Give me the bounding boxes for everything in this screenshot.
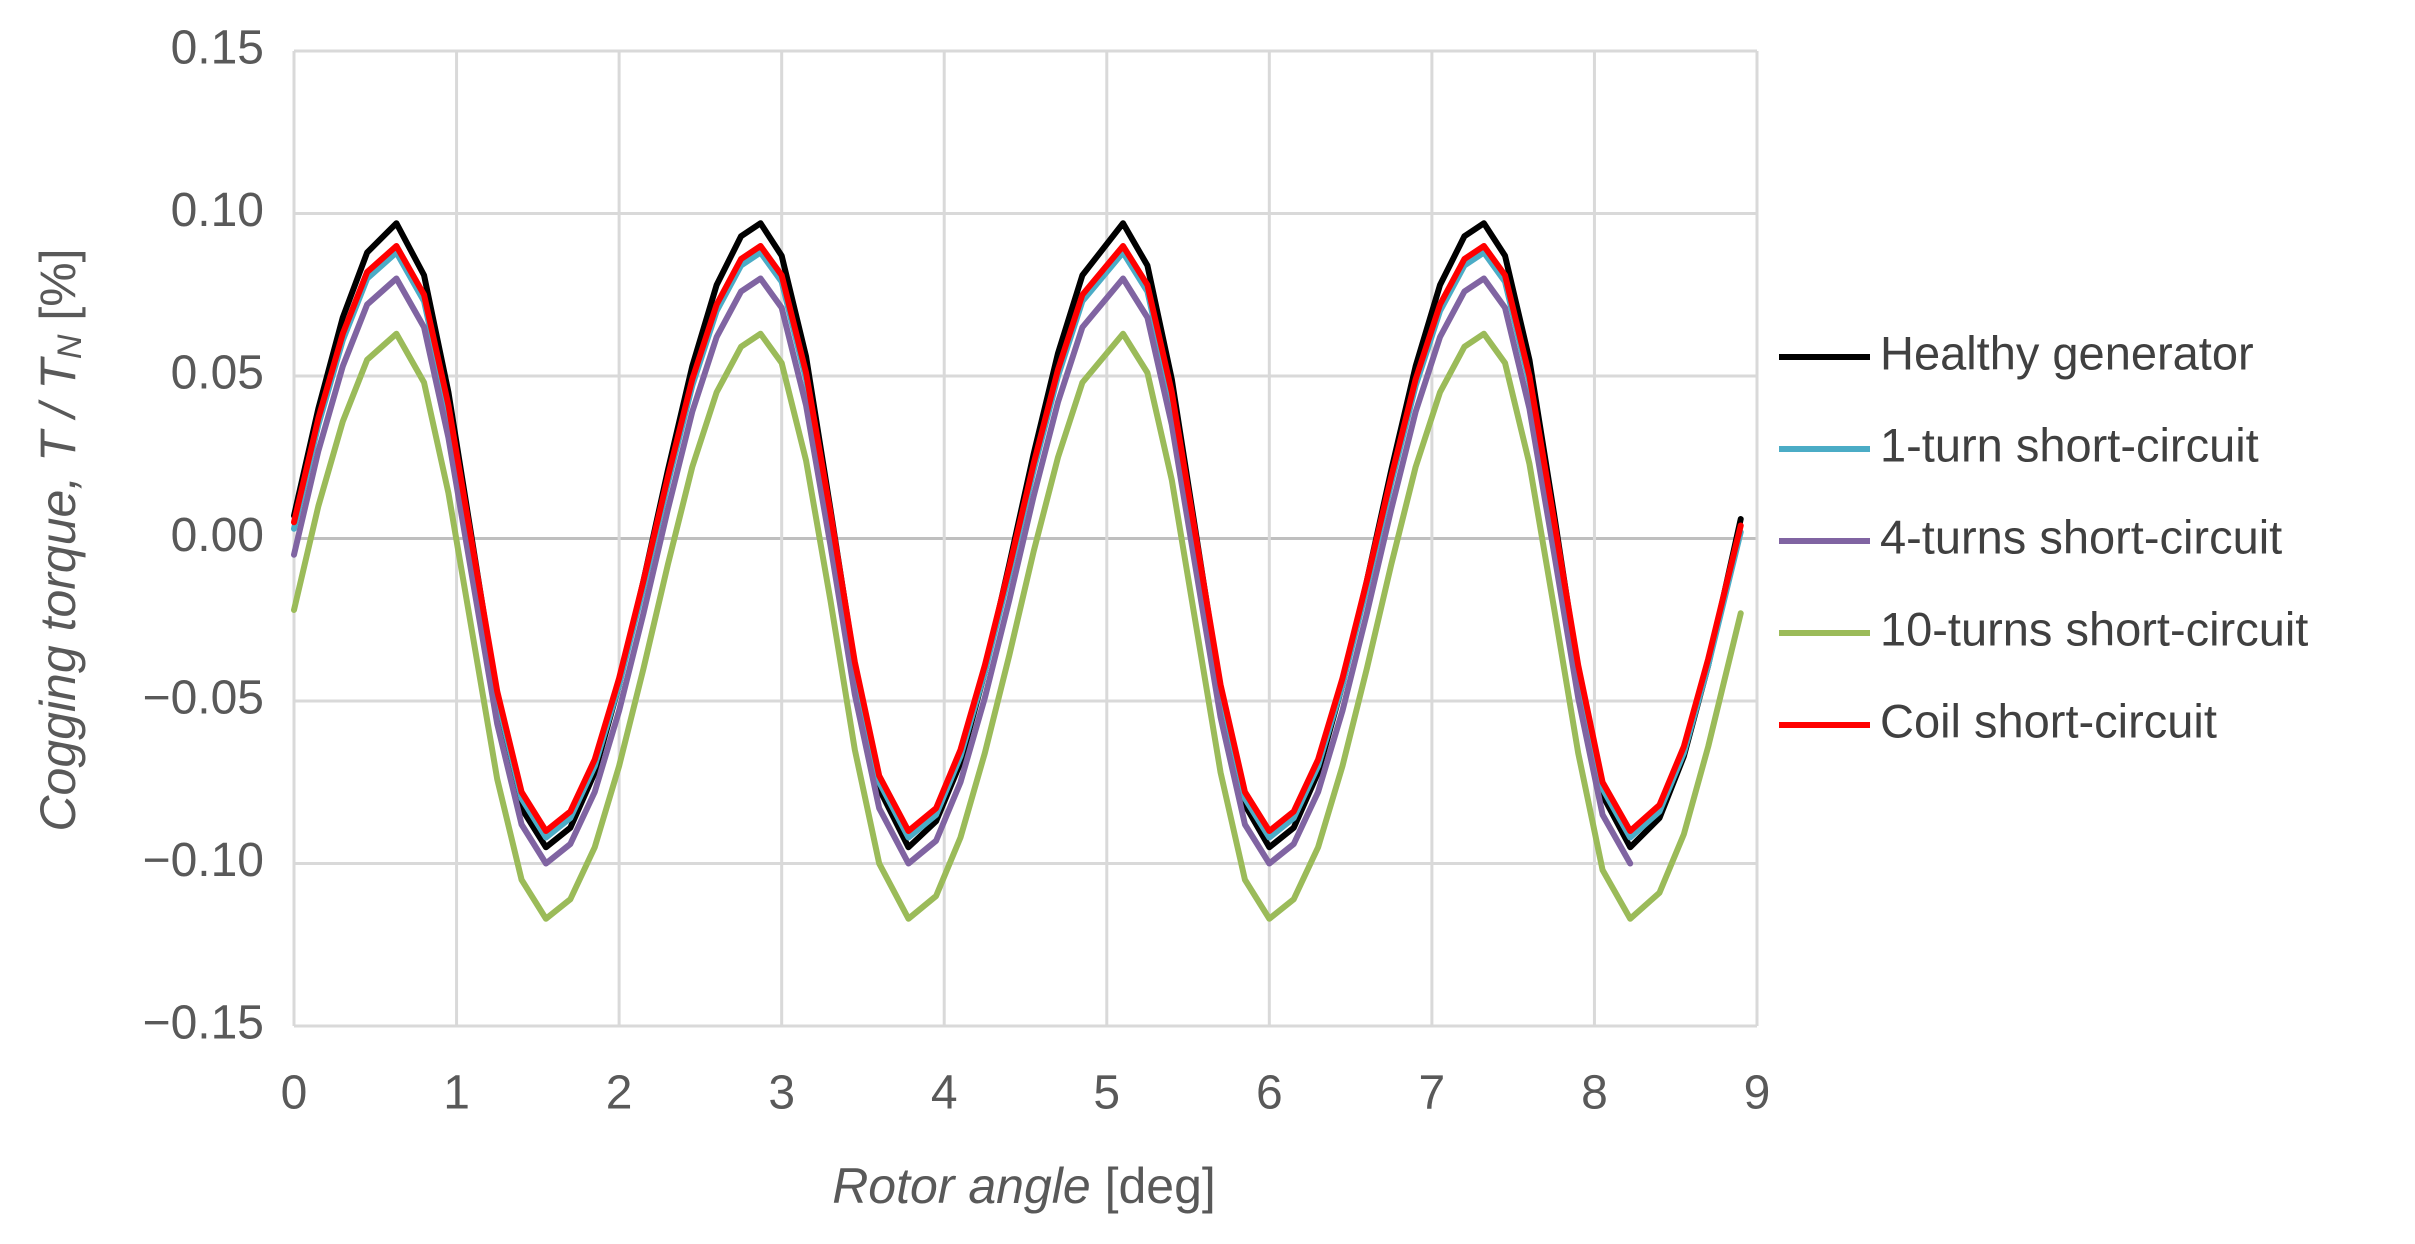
- y-tick-label: 0.10: [171, 184, 264, 237]
- x-axis-label-italic: Rotor angle: [832, 1158, 1091, 1214]
- x-tick-label: 8: [1581, 1067, 1608, 1120]
- x-tick-label: 0: [281, 1067, 308, 1120]
- x-tick-label: 7: [1419, 1067, 1446, 1120]
- y-tick-label: −0.05: [143, 672, 264, 725]
- legend-label: 4-turns short-circuit: [1880, 510, 2282, 563]
- x-axis-label-unit: [deg]: [1091, 1158, 1216, 1214]
- legend-label: 10-turns short-circuit: [1880, 602, 2308, 655]
- x-tick-label: 6: [1256, 1067, 1283, 1120]
- legend-label: Coil short-circuit: [1880, 694, 2217, 747]
- legend-label: 1-turn short-circuit: [1880, 418, 2259, 471]
- series-line: [291, 330, 1744, 922]
- x-axis-label: Rotor angle [deg]: [832, 1158, 1216, 1214]
- y-tick-label: 0.00: [171, 509, 264, 562]
- y-tick-label: 0.15: [171, 22, 264, 75]
- y-axis-label: Cogging torque, T / TN [%]: [30, 248, 89, 831]
- y-tick-label: −0.10: [143, 834, 264, 887]
- series-line: [291, 243, 1744, 834]
- y-axis-label-italic: Cogging torque, T / T: [30, 356, 86, 832]
- x-tick-label: 1: [443, 1067, 470, 1120]
- x-tick-label: 9: [1744, 1067, 1771, 1120]
- x-tick-label: 4: [931, 1067, 958, 1120]
- y-axis-label-sub: N: [51, 334, 89, 359]
- y-axis-label-unit: [%]: [30, 248, 86, 334]
- y-tick-label: 0.05: [171, 347, 264, 400]
- legend-label: Healthy generator: [1880, 326, 2254, 379]
- y-tick-label: −0.15: [143, 997, 264, 1050]
- x-tick-label: 2: [606, 1067, 633, 1120]
- x-tick-label: 3: [768, 1067, 795, 1120]
- x-tick-label: 5: [1093, 1067, 1120, 1120]
- series-line: [291, 275, 1634, 867]
